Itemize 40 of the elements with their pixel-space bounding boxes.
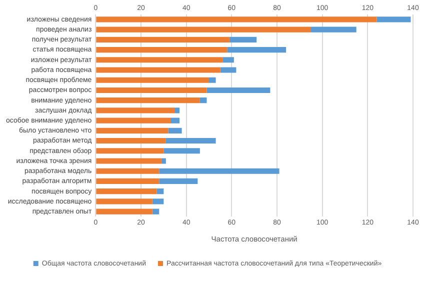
bar <box>96 178 160 184</box>
bar <box>152 208 160 214</box>
bar <box>209 77 216 83</box>
bar <box>96 16 377 22</box>
bar <box>96 108 175 114</box>
bar <box>227 47 286 53</box>
bar <box>96 188 157 194</box>
bar <box>164 148 200 154</box>
bar <box>96 67 220 73</box>
bar <box>96 26 311 32</box>
bar <box>96 138 166 144</box>
bar <box>222 57 234 63</box>
bar <box>311 26 356 32</box>
bar <box>159 178 198 184</box>
bar <box>376 16 411 22</box>
bar <box>96 87 207 94</box>
bar <box>96 36 230 42</box>
bar <box>96 57 223 63</box>
bar <box>96 98 200 104</box>
bar <box>96 47 228 53</box>
bar <box>161 158 166 164</box>
bar <box>96 198 152 204</box>
bar <box>206 87 270 94</box>
bar <box>96 148 164 154</box>
bar <box>175 108 180 114</box>
bar <box>168 128 182 134</box>
bar <box>96 158 162 164</box>
bar <box>166 138 216 144</box>
bar <box>229 36 257 42</box>
bar <box>200 98 207 104</box>
bar <box>170 118 180 124</box>
bar <box>96 77 209 83</box>
bar <box>96 208 152 214</box>
bar <box>96 168 160 174</box>
bar <box>220 67 236 73</box>
bar <box>159 168 280 174</box>
bar <box>96 118 170 124</box>
bar <box>152 198 164 204</box>
bar <box>156 188 164 194</box>
bar <box>96 128 168 134</box>
